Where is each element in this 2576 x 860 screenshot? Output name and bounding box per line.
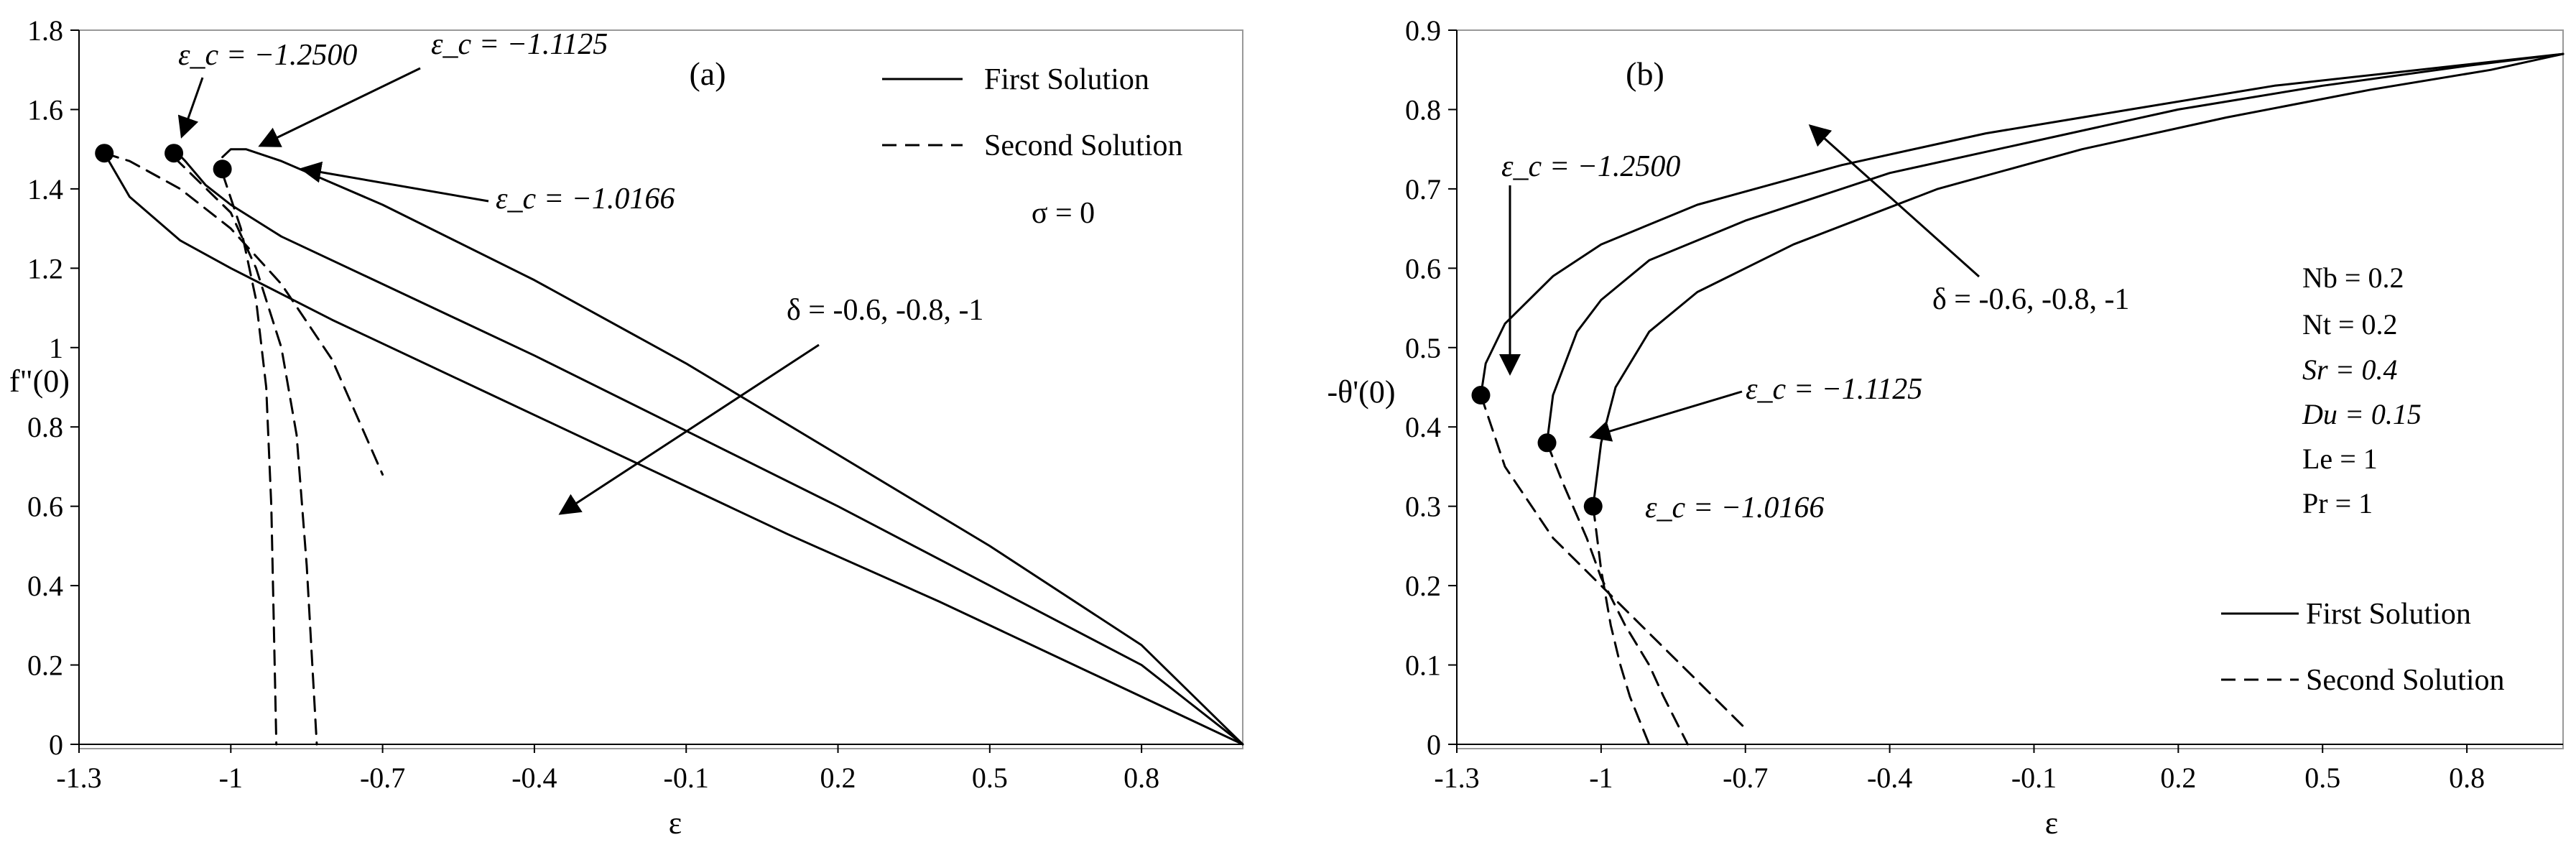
x-tick-label-a: -0.4 [511,762,557,794]
y-tick-label-a: 0 [49,729,63,761]
legend-first-a: First Solution [984,63,1149,96]
x-tick-label-b: -0.1 [2011,762,2057,794]
arrow-11125-b [1589,390,1743,442]
y-tick-label-a: 1.6 [27,93,63,126]
y-axis-label-b: -θ'(0) [1328,374,1396,410]
y-axis-label-a: f"(0) [9,364,70,399]
y-tick-label-a: 0.4 [27,570,63,602]
x-tick-label-b: -0.7 [1723,762,1768,794]
y-ticks-a: 0 0.2 0.4 0.6 0.8 1 1.2 1.4 1.6 1.8 [27,14,79,761]
arrow-1250-a [177,77,204,139]
x-axis-label-a: ε [669,805,682,841]
critical-label-11125-a: ε_c = −1.1125 [431,28,608,61]
x-tick-label-b: -1 [1589,762,1613,794]
x-tick-label-b: 0.2 [2160,762,2196,794]
second-solution-curve-b-5 [1592,505,1651,746]
second-solution-curve-a-5 [221,172,278,746]
param-nt: Nt = 0.2 [2302,308,2398,341]
arrow-delta-a [558,343,820,515]
y-tick-label-b: 0.2 [1405,570,1441,602]
legend-first-b: First Solution [2306,598,2471,631]
y-tick-label-a: 1.8 [27,14,63,47]
y-tick-label-b: 0.1 [1405,649,1441,682]
x-tick-label-a: 0.5 [972,762,1008,794]
second-solution-curve-a-3 [103,152,384,476]
second-solution-curve-b-3 [1480,394,1747,730]
panel-label-b: (b) [1626,55,1664,92]
x-tick-label-a: 0.2 [820,762,856,794]
x-tick-label-a: -0.7 [360,762,405,794]
x-ticks-b: -1.3 -1 -0.7 -0.4 -0.1 0.2 0.5 0.8 [1434,744,2485,794]
sigma-label: σ = 0 [1032,197,1095,230]
x-tick-label-a: -1 [219,762,243,794]
x-axis-label-b: ε [2045,805,2058,841]
plot-frame-b [1456,29,2564,749]
y-tick-label-b: 0.9 [1405,14,1441,47]
arrow-11125-a [258,67,421,147]
param-du: Du = 0.15 [2302,398,2422,430]
delta-label-b: δ = -0.6, -0.8, -1 [1932,283,2129,316]
second-solution-curve-a-4 [172,156,318,746]
x-tick-label-a: -1.3 [56,762,101,794]
delta-label-a: δ = -0.6, -0.8, -1 [787,294,983,327]
critical-point-b-0 [1471,386,1491,405]
critical-point-a-0 [95,144,114,163]
second-solution-curve-b-4 [1546,441,1689,746]
critical-label-1250-a: ε_c = −1.2500 [178,39,357,72]
first-solution-curve-a-1 [172,148,1244,746]
x-tick-label-b: 0.8 [2449,762,2485,794]
y-tick-label-b: 0 [1427,729,1441,761]
x-tick-label-a: -0.1 [664,762,709,794]
critical-label-11125-b: ε_c = −1.1125 [1746,373,1922,406]
critical-point-a-1 [165,144,184,163]
critical-point-a-2 [213,159,232,179]
y-tick-label-a: 0.8 [27,411,63,443]
param-nb: Nb = 0.2 [2302,262,2404,294]
critical-label-1250-b: ε_c = −1.2500 [1501,150,1680,183]
y-tick-label-b: 0.6 [1405,252,1441,285]
first-solution-curve-b-0 [1480,52,2565,397]
curves-b [1480,52,2565,746]
arrow-10166-a [300,161,489,203]
param-pr: Pr = 1 [2302,487,2373,519]
y-tick-label-b: 0.4 [1405,411,1441,443]
first-solution-curve-b-2 [1592,52,2565,508]
y-tick-label-b: 0.3 [1405,491,1441,523]
first-solution-curve-a-0 [103,152,1244,746]
x-tick-label-b: 0.5 [2304,762,2340,794]
y-tick-label-a: 1.2 [27,252,63,285]
critical-points-b [1471,386,1603,516]
legend-second-b: Second Solution [2306,664,2505,697]
x-tick-label-b: -0.4 [1867,762,1912,794]
y-tick-label-b: 0.8 [1405,93,1441,126]
y-tick-label-b: 0.7 [1405,173,1441,205]
param-sr: Sr = 0.4 [2302,353,2398,386]
critical-label-10166-a: ε_c = −1.0166 [496,182,675,216]
panel-b: -1.3 -1 -0.7 -0.4 -0.1 0.2 0.5 0.8 0 0.1 0.2 0.3 0.… [1328,14,2565,841]
y-tick-label-a: 0.6 [27,491,63,523]
x-tick-label-b: -1.3 [1434,762,1479,794]
y-tick-label-a: 0.2 [27,649,63,682]
y-tick-label-a: 1 [49,332,63,364]
param-le: Le = 1 [2302,443,2378,475]
x-tick-label-a: 0.8 [1123,762,1159,794]
first-solution-curve-a-2 [221,148,1244,746]
critical-point-b-1 [1537,433,1557,453]
y-ticks-b: 0 0.1 0.2 0.3 0.4 0.5 0.6 0.7 0.8 0.9 [1405,14,1457,761]
curves-a [103,148,1244,746]
panel-label-a: (a) [689,55,726,92]
x-ticks-a: -1.3 -1 -0.7 -0.4 -0.1 0.2 0.5 0.8 [56,744,1159,794]
legend-second-a: Second Solution [984,129,1183,162]
panel-a: -1.3 -1 -0.7 -0.4 -0.1 0.2 0.5 0.8 0 0.2 0.4 0.6 0.… [9,14,1244,841]
critical-label-10166-b: ε_c = −1.0166 [1645,491,1824,524]
y-tick-label-b: 0.5 [1405,332,1441,364]
y-tick-label-a: 1.4 [27,173,63,205]
critical-points-a [95,144,232,179]
arrow-delta-b [1808,124,1980,278]
first-solution-curve-b-1 [1546,52,2565,444]
critical-point-b-2 [1583,496,1603,516]
